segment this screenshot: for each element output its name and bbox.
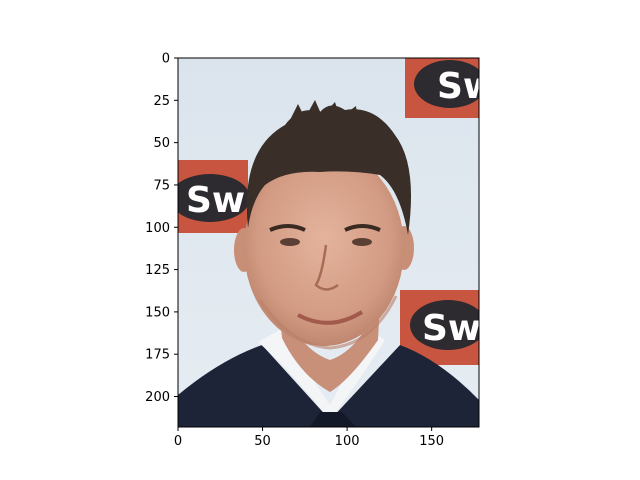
y-tick-label: 50 xyxy=(153,136,170,151)
y-tick-label: 175 xyxy=(145,348,170,363)
y-tick-label: 25 xyxy=(153,94,170,109)
y-tick-label: 200 xyxy=(145,390,170,405)
x-tick-label: 0 xyxy=(174,434,182,449)
logo-text: Sw xyxy=(437,66,496,107)
x-tick-label: 150 xyxy=(419,434,444,449)
backdrop-logo-top-right: Sw xyxy=(405,58,496,118)
y-tick-label: 100 xyxy=(145,221,170,236)
y-tick-label: 75 xyxy=(153,178,170,193)
y-tick-label: 150 xyxy=(145,305,170,320)
logo-text: Sw xyxy=(422,308,481,349)
axes-frame xyxy=(177,57,480,428)
x-tick-label: 50 xyxy=(254,434,271,449)
backdrop-logo-left: Sw xyxy=(178,160,250,233)
y-tick-label: 125 xyxy=(145,263,170,278)
x-tick-label: 100 xyxy=(335,434,360,449)
portrait-photo: Sw Sw Sw xyxy=(178,58,496,427)
y-axis: 0 25 50 75 100 125 150 175 200 xyxy=(145,52,178,405)
logo-text: Sw xyxy=(186,180,245,221)
y-tick-label: 0 xyxy=(162,52,170,67)
x-axis: 0 50 100 150 xyxy=(174,427,444,449)
